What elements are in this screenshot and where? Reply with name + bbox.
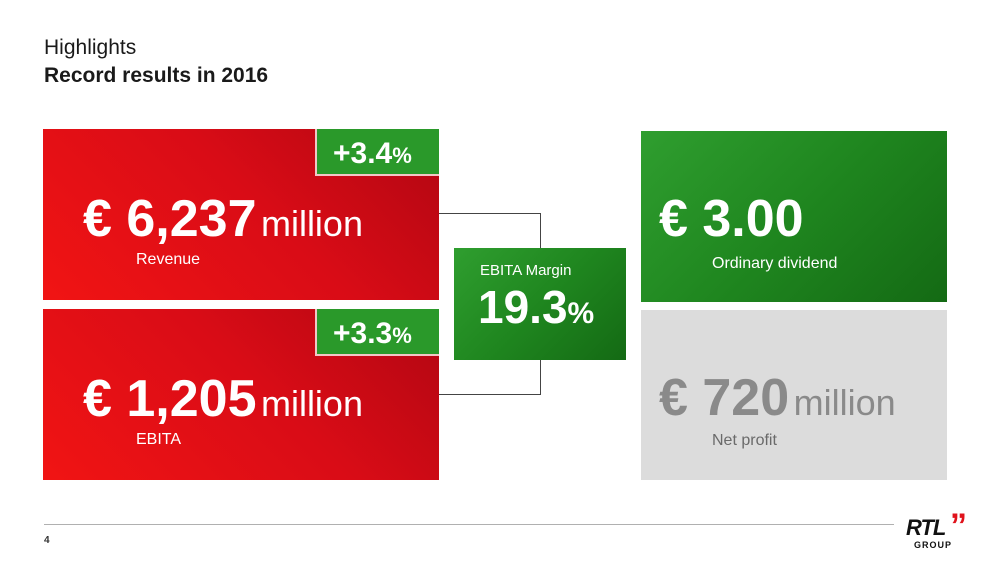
slide-subtitle: Record results in 2016 — [44, 64, 269, 87]
revenue-value: € 6,237 — [83, 190, 257, 248]
net-profit-label: Net profit — [712, 432, 777, 449]
ebita-value-block: € 1,205 million — [83, 373, 363, 425]
margin-label: EBITA Margin — [480, 262, 572, 279]
revenue-card: € 6,237 million Revenue +3.4% — [43, 129, 439, 300]
margin-value: 19.3 — [478, 281, 568, 333]
revenue-label: Revenue — [136, 251, 201, 268]
dividend-card: € 3.00 Ordinary dividend — [641, 131, 947, 302]
ebita-value: € 1,205 — [83, 370, 257, 428]
ebita-growth-unit: % — [392, 323, 412, 348]
page-number: 4 — [44, 535, 50, 546]
logo-quote-mark: ” — [950, 507, 967, 545]
ebita-growth-badge: +3.3% — [315, 309, 439, 356]
dividend-value: € 3.00 — [659, 190, 804, 248]
footer-divider — [44, 524, 894, 525]
margin-value-block: 19.3% — [478, 284, 594, 330]
revenue-growth-badge: +3.4% — [315, 129, 439, 176]
ebita-unit: million — [260, 383, 363, 424]
net-profit-value-block: € 720 million — [659, 372, 896, 424]
revenue-growth-value: +3.4 — [333, 137, 393, 170]
ebita-label: EBITA — [136, 431, 182, 448]
dividend-value-block: € 3.00 — [659, 193, 804, 245]
ebita-growth-value: +3.3 — [333, 317, 393, 350]
revenue-unit: million — [260, 203, 363, 244]
rtl-group-logo: RTL ” GROUP — [906, 509, 976, 555]
net-profit-value: € 720 — [659, 369, 790, 427]
slide-title: Highlights — [44, 36, 137, 59]
margin-unit: % — [567, 297, 595, 330]
ebita-card: € 1,205 million EBITA +3.3% — [43, 309, 439, 480]
net-profit-card: € 720 million Net profit — [641, 310, 947, 480]
net-profit-unit: million — [793, 382, 896, 423]
dividend-label: Ordinary dividend — [712, 255, 838, 272]
logo-group-text: GROUP — [914, 540, 953, 550]
revenue-growth-unit: % — [392, 143, 412, 168]
margin-card: EBITA Margin 19.3% — [454, 248, 626, 360]
revenue-value-block: € 6,237 million — [83, 193, 363, 245]
logo-brand: RTL — [906, 515, 946, 540]
